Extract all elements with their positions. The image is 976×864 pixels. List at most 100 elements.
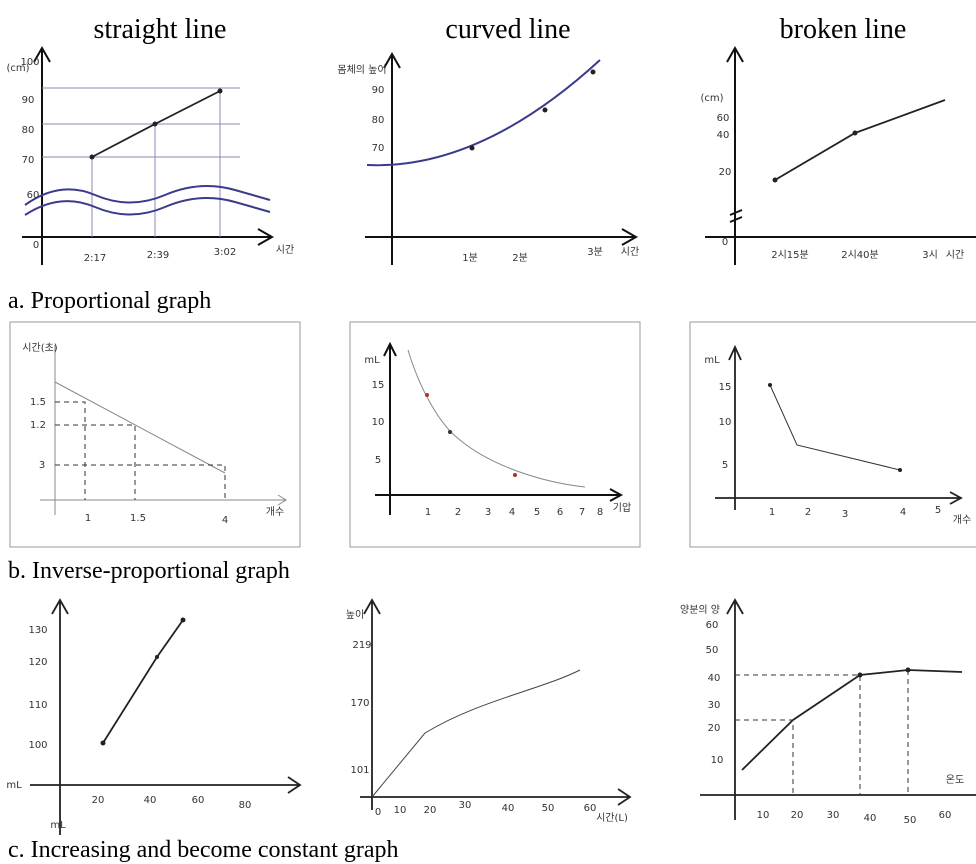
sketch-label: 5	[534, 507, 540, 518]
sketch-label: 40	[144, 795, 157, 806]
sketch-label: 0	[33, 240, 39, 251]
sketch-label: 130	[28, 625, 47, 636]
sketch-label: 100	[20, 57, 39, 68]
sketch-label: 4	[509, 507, 515, 518]
column-title: straight line	[94, 14, 227, 45]
sketch	[700, 598, 976, 820]
sketch-label: 101	[350, 765, 369, 776]
sketch-label: 2:39	[147, 250, 169, 261]
sketch-label: 5	[935, 505, 941, 516]
sketch-label: 1	[769, 507, 775, 518]
sketch-label: 40	[864, 813, 877, 824]
sketch	[9, 321, 301, 548]
sketch-label: 1.5	[30, 397, 46, 408]
sketch-label: 3	[39, 460, 45, 471]
sketch-label: 3시	[922, 249, 938, 261]
sketch	[365, 51, 639, 265]
sketch-label: 70	[22, 155, 35, 166]
row-caption: a. Proportional graph	[8, 288, 211, 314]
sketch-label: 양분의 양	[680, 604, 720, 616]
sketch-label: 2시15분	[771, 249, 809, 261]
sketch-label: 60	[939, 810, 952, 821]
sketch-label: 2분	[512, 252, 528, 264]
sketch-label: 2시40분	[841, 249, 879, 261]
sketch-label: 1	[425, 507, 431, 518]
column-title: broken line	[780, 14, 907, 45]
sketch-label: 20	[719, 167, 732, 178]
sketch-label: (cm)	[6, 63, 29, 74]
sketch-label: 40	[502, 803, 515, 814]
sketch-label: 8	[597, 507, 603, 518]
sketch	[349, 321, 641, 548]
sketch-label: 개수	[266, 506, 284, 518]
sketch-label: 7	[579, 507, 585, 518]
sketch-label: 1분	[462, 252, 478, 264]
sketch-label: 170	[350, 698, 369, 709]
sketch-label: 몸체의 높이	[337, 64, 386, 76]
sketch-label: 60	[584, 803, 597, 814]
sketch-label: 30	[459, 800, 472, 811]
sketch-label: 시간	[621, 246, 639, 258]
sketch-label: mL	[364, 355, 380, 366]
sketch	[22, 45, 275, 265]
sketch-label: 6	[557, 507, 563, 518]
sketch-label: mL	[6, 780, 22, 791]
sketch-label: mL	[50, 820, 66, 831]
sketch-label: 2	[455, 507, 461, 518]
sketch-label: 15	[372, 380, 385, 391]
sketch-label: 3	[842, 509, 848, 520]
sketch-label: 시간	[946, 249, 964, 261]
sketch-label: 60	[717, 113, 730, 124]
sketch-label: 2:17	[84, 253, 106, 264]
sketch-label: 높이	[346, 609, 364, 621]
sketch	[30, 598, 302, 835]
sketch-label: 50	[706, 645, 719, 656]
sketch-label: 20	[92, 795, 105, 806]
sketch-label: 120	[28, 657, 47, 668]
sketch-label: 1.5	[130, 513, 146, 524]
sketch-label: 60	[192, 795, 205, 806]
sketch-label: 20	[424, 805, 437, 816]
sketch-label: 10	[719, 417, 732, 428]
sketch-label: 4	[900, 507, 906, 518]
sketch-label: 4	[222, 515, 228, 526]
sketch-label: 110	[28, 700, 47, 711]
sketch	[360, 598, 632, 810]
sketch-label: 2	[805, 507, 811, 518]
sketch-label: 5	[375, 455, 381, 466]
column-title: curved line	[445, 14, 570, 45]
sketch-label: 40	[717, 130, 730, 141]
sketch-label: 0	[375, 807, 381, 818]
sketch-label: 50	[904, 815, 917, 826]
sketch-label: 3분	[587, 246, 603, 258]
sketch	[689, 321, 976, 548]
sketch-label: 100	[28, 740, 47, 751]
sketch-label: 3	[485, 507, 491, 518]
sketch-label: 40	[708, 673, 721, 684]
sketch-label: 1	[85, 513, 91, 524]
sketch-label: 온도	[946, 774, 964, 786]
sketch-label: 3:02	[214, 247, 236, 258]
sketch-label: 10	[757, 810, 770, 821]
sketch-label: 30	[708, 700, 721, 711]
sketch-label: 10	[372, 417, 385, 428]
sketch-label: 30	[827, 810, 840, 821]
sketch-label: 시간(L)	[596, 812, 628, 824]
sketch-label: 80	[372, 115, 385, 126]
sketch-label: 시간	[276, 244, 294, 256]
sketch-label: 10	[711, 755, 724, 766]
sketch-label: 80	[239, 800, 252, 811]
sketch-label: 70	[372, 143, 385, 154]
sketch-label: 20	[708, 723, 721, 734]
sketch-label: 90	[372, 85, 385, 96]
sketch-label: 50	[542, 803, 555, 814]
sketch-label: 기압	[613, 501, 631, 514]
sketch-label: mL	[704, 355, 720, 366]
sketch	[705, 45, 976, 265]
sketch-label: 219	[352, 640, 371, 651]
sketch-label: 90	[22, 95, 35, 106]
sketch-label: 시간(초)	[22, 342, 58, 354]
sketch-label: 15	[719, 382, 732, 393]
sketch-label: 20	[791, 810, 804, 821]
